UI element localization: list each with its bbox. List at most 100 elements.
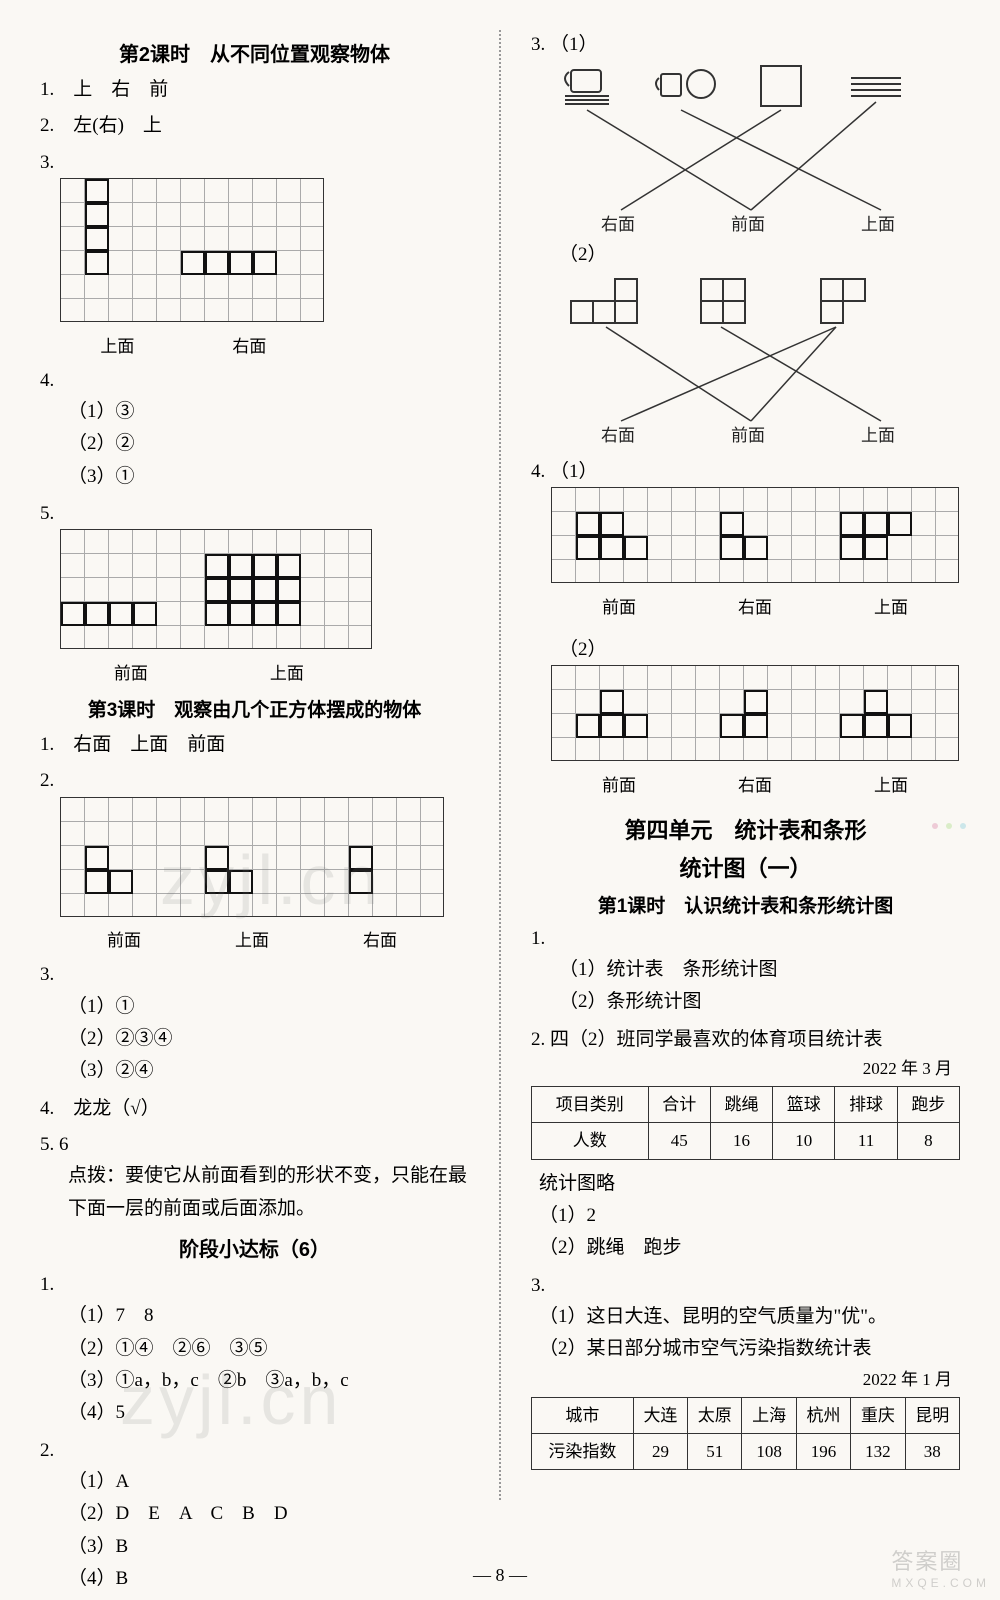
u4-q2: 2. 四（2）班同学最喜欢的体育项目统计表 2022 年 3 月 项目类别合计跳… bbox=[531, 1025, 960, 1265]
grid-label: 上面 bbox=[60, 333, 175, 360]
r-q4: 4. （1） bbox=[531, 457, 960, 799]
u4-q3: 3. （1）这日大连、昆明的空气质量为"优"。 （2）某日部分城市空气污染指数统… bbox=[531, 1271, 960, 1471]
grid-figure bbox=[551, 487, 959, 583]
match-label: 右面 bbox=[601, 215, 635, 234]
grid-label: 上面 bbox=[823, 594, 959, 621]
table-header-cell: 上海 bbox=[742, 1397, 796, 1433]
table-header-cell: 跳绳 bbox=[710, 1087, 772, 1123]
grid-label: 右面 bbox=[316, 927, 444, 954]
table-header-cell: 篮球 bbox=[773, 1087, 835, 1123]
columns: 第2课时 从不同位置观察物体 1. 上 右 前 2. 左(右) 上 3. bbox=[40, 30, 960, 1500]
grid-label: 上面 bbox=[188, 927, 316, 954]
r-q3: 3. （1） bbox=[531, 30, 960, 451]
stats-table-2: 城市大连太原上海杭州重庆昆明 污染指数295110819613238 bbox=[531, 1397, 960, 1470]
q-text: 1. 上 右 前 bbox=[40, 75, 469, 105]
sub-answer: （3）②④ bbox=[68, 1055, 469, 1087]
l3-q3: 3. （1）① （2）②③④ （3）②④ bbox=[40, 960, 469, 1087]
match-label: 上面 bbox=[861, 215, 895, 234]
sub-num: （2） bbox=[559, 639, 607, 660]
sub-num: （1） bbox=[550, 34, 598, 55]
answer: 6 bbox=[59, 1134, 69, 1155]
grid-label: 前面 bbox=[551, 772, 687, 799]
matching-diagram: 右面 前面 上面 bbox=[551, 60, 960, 240]
column-divider bbox=[499, 30, 501, 1500]
lesson2-title: 第2课时 从不同位置观察物体 bbox=[40, 38, 469, 67]
phase-title: 阶段小达标（6） bbox=[40, 1233, 469, 1262]
u4-q1: 1. （1）统计表 条形统计图 （2）条形统计图 bbox=[531, 924, 960, 1019]
page: 第2课时 从不同位置观察物体 1. 上 右 前 2. 左(右) 上 3. bbox=[0, 0, 1000, 1600]
sub-answer: （1）这日大连、昆明的空气质量为"优"。 bbox=[539, 1301, 960, 1333]
q-num: 4. bbox=[531, 461, 545, 482]
q-num: 5. bbox=[40, 1134, 54, 1155]
table-header-cell: 太原 bbox=[688, 1397, 742, 1433]
table-cell: 108 bbox=[742, 1433, 796, 1469]
l3-q2: 2. bbox=[40, 766, 469, 954]
table-cell: 196 bbox=[796, 1433, 850, 1469]
grid-figure bbox=[60, 797, 444, 917]
grid-label: 右面 bbox=[175, 333, 324, 360]
table-cell: 45 bbox=[648, 1123, 710, 1159]
q-num: 5. bbox=[40, 503, 54, 524]
table-cell: 132 bbox=[851, 1433, 905, 1469]
q5: 5. bbox=[40, 499, 469, 687]
q-num: 1. bbox=[531, 928, 545, 949]
sub-answer: （1）2 bbox=[539, 1200, 960, 1232]
sub-answer: （2）D E A C B D bbox=[68, 1498, 469, 1530]
grid-figure bbox=[60, 178, 324, 322]
table-title: 四（2）班同学最喜欢的体育项目统计表 bbox=[550, 1029, 883, 1050]
sub-answer: （2）②③④ bbox=[68, 1023, 469, 1055]
grid-figure bbox=[551, 665, 959, 761]
table-date: 2022 年 1 月 bbox=[531, 1366, 952, 1393]
grid-label: 上面 bbox=[823, 772, 959, 799]
table-cell: 11 bbox=[835, 1123, 897, 1159]
table-header-cell: 排球 bbox=[835, 1087, 897, 1123]
sub-answer: （2）② bbox=[68, 428, 469, 460]
table-header-cell: 合计 bbox=[648, 1087, 710, 1123]
sub-answer: （1）A bbox=[68, 1466, 469, 1498]
table-header-cell: 重庆 bbox=[851, 1397, 905, 1433]
sub-num: （1） bbox=[550, 461, 598, 482]
sub-answer: （2）①④ ②⑥ ③⑤ bbox=[68, 1333, 469, 1365]
q-num: 2. bbox=[531, 1029, 545, 1050]
table-cell: 29 bbox=[633, 1433, 687, 1469]
svg-text:右面: 右面 bbox=[601, 426, 635, 445]
q-num: 4. bbox=[40, 370, 54, 391]
table-cell: 10 bbox=[773, 1123, 835, 1159]
unit4-title-1: 第四单元 统计表和条形 bbox=[531, 813, 960, 845]
grid-label: 前面 bbox=[551, 594, 687, 621]
table-note: 统计图略 bbox=[539, 1168, 960, 1200]
q4: 4. （1）③ （2）② （3）① bbox=[40, 366, 469, 493]
q-num: 2. bbox=[40, 1440, 54, 1461]
lesson3-title: 第3课时 观察由几个正方体摆成的物体 bbox=[40, 695, 469, 722]
sub-answer: （1）① bbox=[68, 991, 469, 1023]
table-header-cell: 昆明 bbox=[905, 1397, 959, 1433]
sub-answer: （1）统计表 条形统计图 bbox=[559, 954, 960, 986]
right-column: 3. （1） bbox=[531, 30, 960, 1500]
grid-label: 上面 bbox=[202, 660, 372, 687]
p6-q1: 1. （1）7 8 （2）①④ ②⑥ ③⑤ （3）①a，b，c ②b ③a，b，… bbox=[40, 1270, 469, 1430]
match-label: 前面 bbox=[731, 215, 765, 234]
table-cell: 38 bbox=[905, 1433, 959, 1469]
svg-text:上面: 上面 bbox=[861, 426, 895, 445]
grid-label: 前面 bbox=[60, 660, 202, 687]
table-header-cell: 跑步 bbox=[897, 1087, 959, 1123]
table-header-cell: 项目类别 bbox=[532, 1087, 649, 1123]
unit4-title-2: 统计图（一） bbox=[531, 851, 960, 883]
q-text: 1. 右面 上面 前面 bbox=[40, 730, 469, 760]
sub-answer: （1）③ bbox=[68, 396, 469, 428]
left-column: 第2课时 从不同位置观察物体 1. 上 右 前 2. 左(右) 上 3. bbox=[40, 30, 469, 1500]
table-cell: 人数 bbox=[532, 1123, 649, 1159]
grid-label: 右面 bbox=[687, 772, 823, 799]
sub-answer: （1）7 8 bbox=[68, 1300, 469, 1332]
u4-lesson1-title: 第1课时 认识统计表和条形统计图 bbox=[531, 891, 960, 918]
page-number: — 8 — bbox=[0, 1565, 1000, 1586]
q-num: 2. bbox=[40, 770, 54, 791]
svg-text:前面: 前面 bbox=[731, 426, 765, 445]
table-date: 2022 年 3 月 bbox=[531, 1055, 952, 1082]
table-cell: 16 bbox=[710, 1123, 772, 1159]
q-text: 4. 龙龙（√） bbox=[40, 1094, 469, 1124]
l3-q5: 5. 6 点拨：要使它从前面看到的形状不变，只能在最下面一层的前面或后面添加。 bbox=[40, 1130, 469, 1225]
sub-answer: （2）条形统计图 bbox=[559, 986, 960, 1018]
table-header-cell: 城市 bbox=[532, 1397, 634, 1433]
grid-figure bbox=[60, 529, 372, 649]
